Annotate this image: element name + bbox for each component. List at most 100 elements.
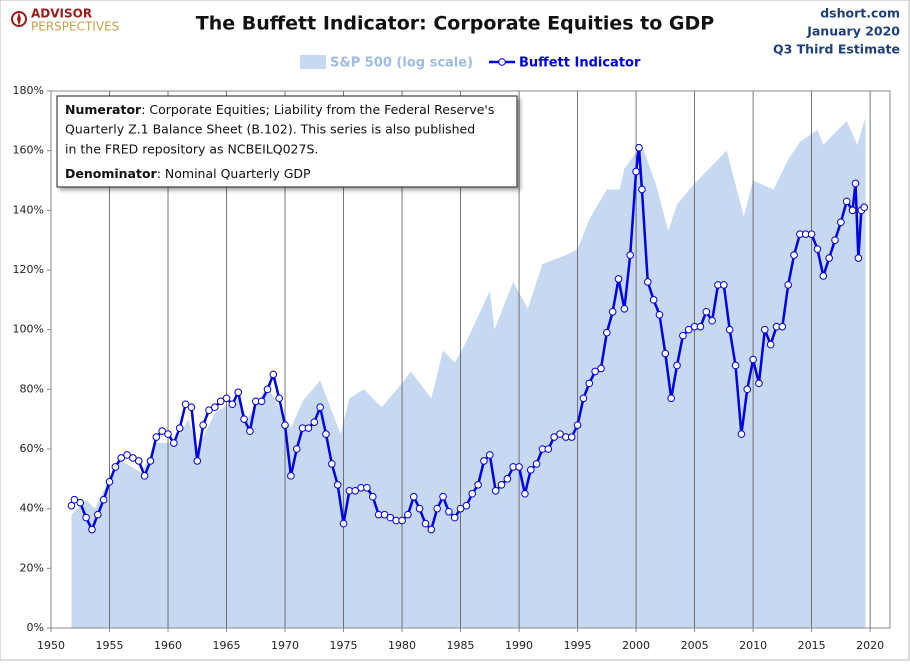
x-tick-label: 2010 [739,639,767,652]
x-tick-label: 1995 [564,639,592,652]
x-tick-label: 1985 [447,639,475,652]
y-tick-label: 60% [20,442,44,455]
marker [123,451,131,459]
marker [491,486,500,495]
y-tick-label: 180% [13,84,44,97]
marker [831,236,839,244]
marker [603,328,611,337]
marker [234,388,243,397]
marker [333,481,342,489]
logo-icon [17,12,21,26]
marker [450,513,459,522]
marker [170,439,178,447]
marker [854,254,863,262]
marker [474,481,482,489]
x-tick-label: 2000 [622,639,650,652]
marker [842,197,851,206]
note-background [56,95,518,188]
marker [415,504,424,513]
note-label: Denominator [65,166,158,181]
marker [585,379,594,388]
source-estimate: Q3 Third Estimate [773,42,900,57]
marker [720,281,728,289]
marker [749,355,757,364]
marker [503,475,512,483]
marker [94,510,102,519]
marker [275,394,283,403]
marker [731,361,740,370]
y-tick-label: 140% [13,203,44,216]
marker [708,316,716,325]
y-tick-label: 80% [20,382,44,395]
marker [608,307,617,316]
legend: S&P 500 (log scale) Buffett Indicator [300,55,641,71]
marker [427,525,436,534]
chart-title: The Buffett Indicator: Corporate Equitie… [196,13,715,35]
marker [737,430,746,438]
legend-swatch [498,58,506,66]
marker [550,433,558,441]
marker [567,433,576,441]
x-tick-label: 1975 [330,639,358,652]
marker [456,504,465,513]
marker [784,281,792,289]
marker [766,340,775,349]
marker [88,525,96,534]
legend-label: Buffett Indicator [519,56,641,71]
source: dshort.com [820,6,900,21]
marker [433,504,441,513]
marker [673,361,681,370]
marker [702,307,711,316]
x-tick-label: 1950 [37,639,65,652]
marker [99,495,108,504]
note-line: Denominator: Nominal Quarterly GDP [65,166,311,181]
note-text: : Corporate Equities; Liability from the… [141,102,494,117]
logo-text: ADVISOR [31,7,92,21]
marker [70,495,79,504]
marker [304,424,313,432]
x-tick-label: 2005 [681,639,709,652]
note-text: : Nominal Quarterly GDP [157,166,311,181]
marker [521,489,529,498]
marker [760,325,769,334]
plot-border [50,90,891,629]
marker [228,400,237,409]
x-tick-label: 1955 [96,639,124,652]
note-line: Numerator: Corporate Equities; Liability… [65,102,494,117]
marker [246,427,254,435]
logo: ADVISOR PERSPECTIVES [11,7,119,34]
marker [175,424,184,432]
marker [421,519,430,528]
marker [632,167,640,176]
marker [152,433,161,441]
legend-label: S&P 500 (log scale) [330,56,473,71]
marker [725,325,734,334]
marker [679,331,687,340]
marker [386,513,395,522]
marker [635,143,643,152]
x-tick-label: 1960 [154,639,182,652]
note-label: Numerator [65,102,142,117]
marker [667,394,675,403]
marker [257,397,266,406]
marker [661,349,670,358]
marker [497,481,506,489]
logo-text: PERSPECTIVES [31,20,119,34]
marker [515,463,523,471]
marker [851,179,860,188]
marker [398,516,406,525]
marker [368,492,377,501]
marker [544,445,553,453]
marker [684,325,693,334]
note-line: in the FRED repository as NCBEILQ027S. [65,142,318,157]
marker [813,245,822,253]
x-tick-label: 1970 [271,639,299,652]
marker [216,397,225,406]
marker [281,421,289,429]
marker [807,230,816,238]
marker [105,478,114,486]
marker [363,483,371,492]
legend-swatch [300,55,326,69]
marker [573,421,582,429]
